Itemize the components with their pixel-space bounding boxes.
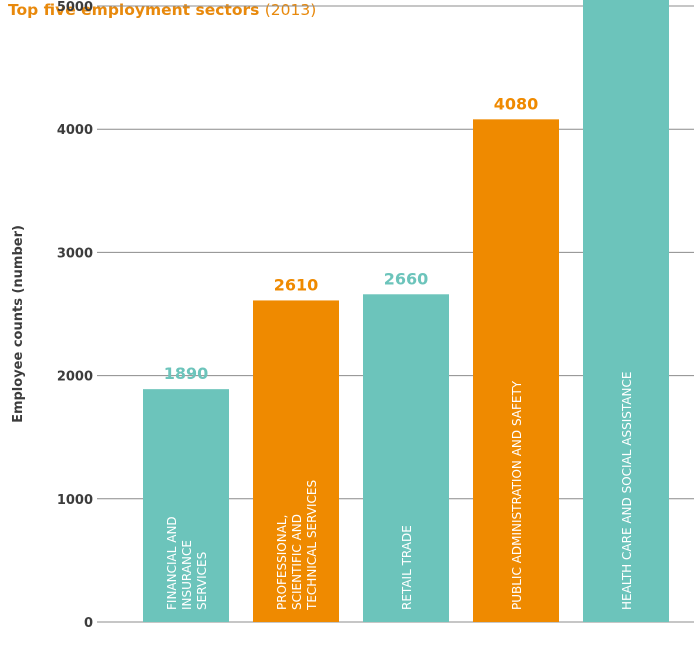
category-label: SERVICES xyxy=(195,552,209,610)
y-tick-label: 1000 xyxy=(57,493,93,508)
bar xyxy=(583,0,669,622)
category-label: INSURANCE xyxy=(180,540,194,610)
bar xyxy=(363,294,449,622)
labels: 01000200030004000500060001890FINANCIAL A… xyxy=(57,0,634,631)
y-tick-label: 4000 xyxy=(57,123,93,138)
category-label: HEALTH CARE AND SOCIAL ASSISTANCE xyxy=(620,372,634,610)
y-tick-label: 0 xyxy=(84,616,93,631)
bar-value-label: 2660 xyxy=(384,269,429,288)
y-tick-label: 2000 xyxy=(57,370,93,385)
category-label: FINANCIAL AND xyxy=(165,516,179,610)
bar-value-label: 2610 xyxy=(274,275,319,294)
category-label: PUBLIC ADMINISTRATION AND SAFETY xyxy=(510,380,524,610)
y-tick-label: 3000 xyxy=(57,246,93,261)
bar xyxy=(143,389,229,622)
bar-value-label: 1890 xyxy=(164,364,209,383)
category-label: PROFESSIONAL, xyxy=(275,515,289,610)
y-tick-label: 5000 xyxy=(57,0,93,15)
y-axis-label: Employee counts (number) xyxy=(11,225,26,423)
bar xyxy=(253,300,339,622)
category-label: RETAIL TRADE xyxy=(400,525,414,610)
bar xyxy=(473,119,559,623)
category-label: SCIENTIFIC AND xyxy=(290,514,304,610)
category-label: TECHNICAL SERVICES xyxy=(305,480,319,611)
bars xyxy=(143,0,669,623)
bar-value-label: 4080 xyxy=(494,94,539,113)
